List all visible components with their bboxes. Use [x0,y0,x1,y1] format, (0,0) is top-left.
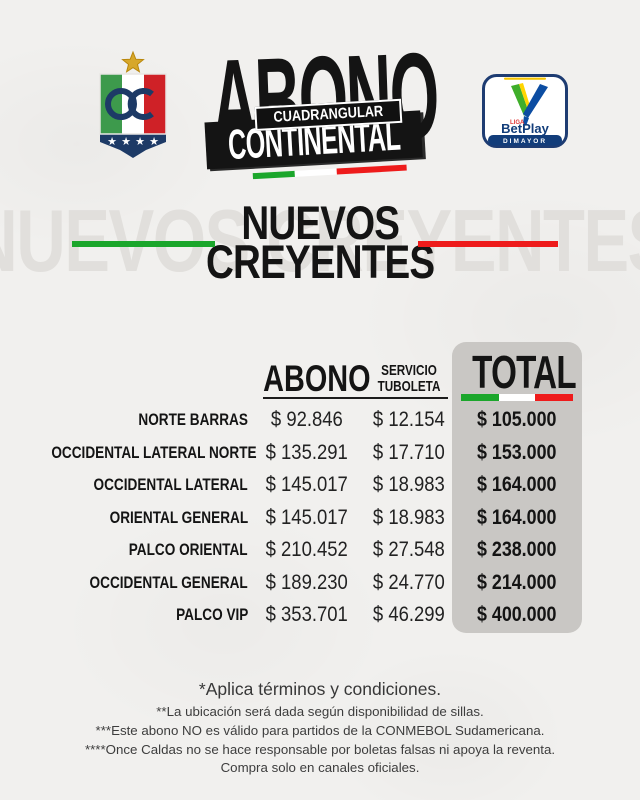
terms-line: ****Once Caldas no se hace responsable p… [84,741,556,757]
dimayor-label: DIMAYOR [503,138,547,145]
price-table: ABONO SERVICIO TUBOLETA TOTAL NORTE BARR… [0,342,640,632]
terms-line: Compra solo en canales oficiales. [220,760,420,776]
table-row-label: PALCO VIP [175,605,248,625]
servicio-price: $ 12.154 [373,408,445,432]
total-column-background [452,342,582,633]
total-price: $ 238.000 [477,538,557,562]
total-price: $ 153.000 [477,440,557,464]
terms-line: **La ubicación será dada según disponibi… [156,704,484,719]
liga-betplay-dimayor-logo: LIGA BetPlay DIMAYOR [482,74,568,148]
abono-price: $ 145.017 [265,505,349,529]
total-price: $ 400.000 [477,603,557,627]
servicio-price: $ 24.770 [373,570,445,594]
tricolor-stripe-icon [461,394,573,401]
hero-line-2: CREYENTES [205,235,435,288]
hero-watermark: NUEVOS CREYENTES [0,191,640,290]
svg-text:★: ★ [135,136,145,148]
svg-text:★: ★ [121,136,131,148]
gold-star-icon [121,50,145,73]
trophy-left-icon [511,84,528,116]
servicio-price: $ 17.710 [373,440,445,464]
servicio-price: $ 18.983 [373,473,445,497]
column-header-total: TOTAL [452,349,582,404]
betplay-label: BetPlay [501,121,549,136]
table-row-label: OCCIDENTAL LATERAL NORTE [51,442,257,462]
hero-title: NUEVOS CREYENTES [0,196,640,288]
cuadrangular-label: CUADRANGULAR [273,102,384,126]
abono-continental-lockup: ABONO CONTINENTAL CUADRANGULAR [203,27,448,196]
table-row-label: OCCIDENTAL GENERAL [89,572,248,592]
terms-line: ***Este abono NO es válido para partidos… [95,722,545,738]
trophy-right-icon [523,84,548,118]
abono-price: $ 353.701 [265,603,349,627]
svg-text:★: ★ [107,136,117,148]
servicio-price: $ 18.983 [373,505,445,529]
trophy-mid-icon [519,83,530,110]
red-bar [418,241,558,247]
table-row-label: PALCO ORIENTAL [129,540,248,560]
once-caldas-crest-icon: ★ ★ ★ ★ [99,50,167,158]
abono-price: $ 189.230 [265,570,349,594]
total-price: $ 105.000 [477,408,557,432]
header-underline [263,397,448,399]
servicio-price: $ 27.548 [373,538,445,562]
svg-text:★: ★ [149,136,159,148]
total-price: $ 164.000 [477,505,557,529]
abono-price: $ 135.291 [265,440,349,464]
total-price: $ 164.000 [477,473,557,497]
column-header-servicio-tuboleta: SERVICIO TUBOLETA [377,362,441,395]
liga-label: LIGA [510,120,525,126]
table-row-label: NORTE BARRAS [138,410,248,430]
table-row-label: OCCIDENTAL LATERAL [93,475,248,495]
total-price: $ 214.000 [477,570,557,594]
abono-price: $ 92.846 [271,408,343,432]
abono-price: $ 145.017 [265,473,349,497]
table-row-label: ORIENTAL GENERAL [109,507,248,527]
terms-line: *Aplica términos y condiciones. [198,679,442,699]
terms-footer: *Aplica términos y condiciones. **La ubi… [0,678,640,778]
hero-line-1: NUEVOS [241,196,400,249]
column-header-abono: ABONO [263,358,371,399]
trophy-stem-icon [523,116,529,126]
abono-price: $ 210.452 [265,538,349,562]
servicio-price: $ 46.299 [373,603,445,627]
green-bar [72,241,215,247]
